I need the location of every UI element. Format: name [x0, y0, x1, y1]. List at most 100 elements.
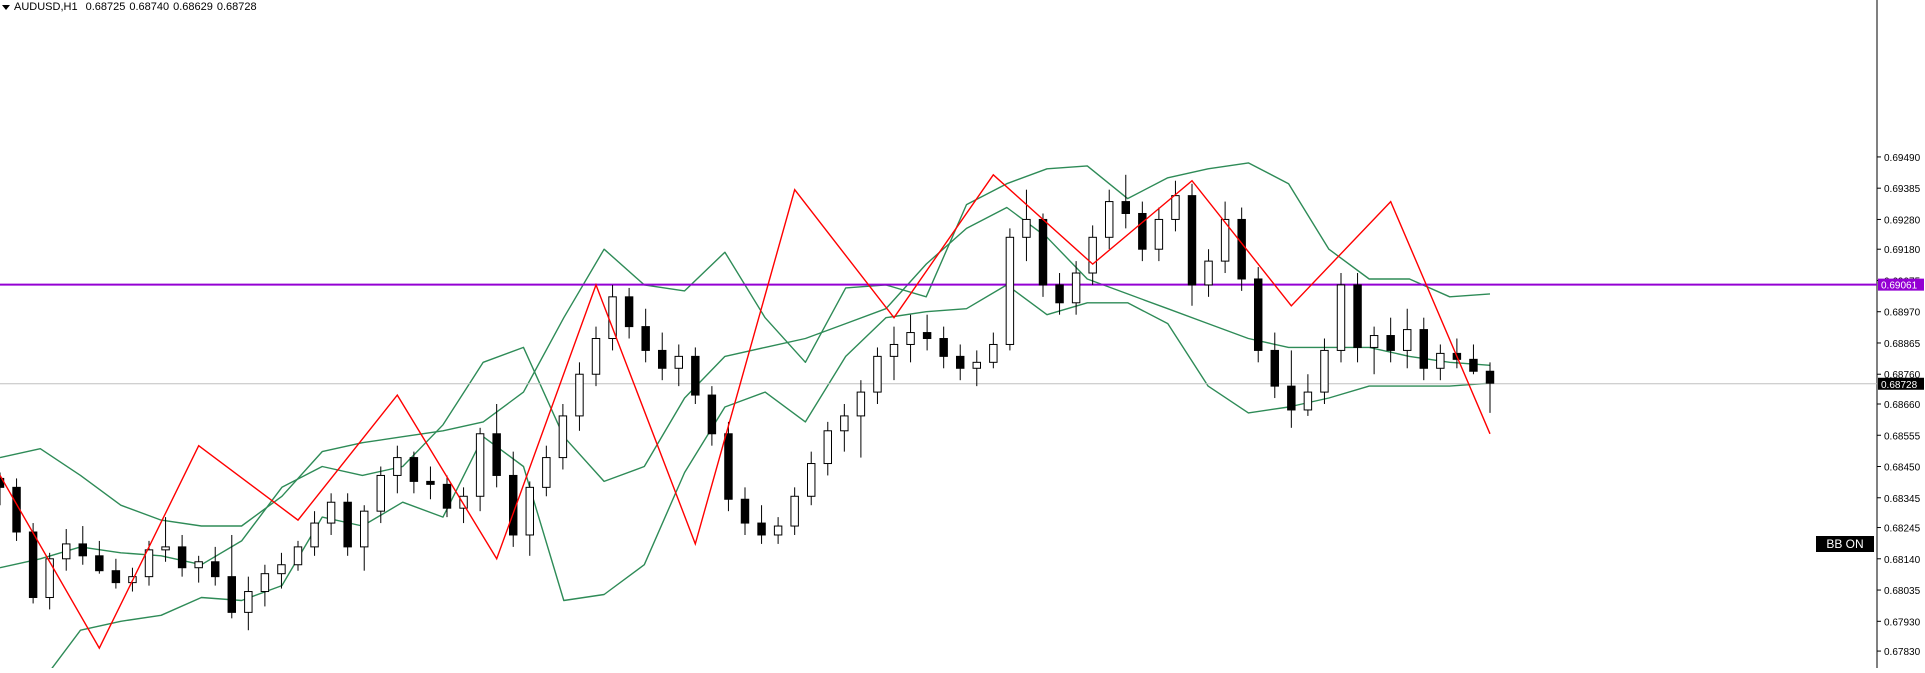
- candle: [28, 523, 38, 604]
- candle-body: [343, 501, 352, 548]
- candle: [856, 380, 866, 458]
- candle: [674, 344, 684, 387]
- y-tick-label: 0.68140: [1884, 555, 1921, 566]
- candle-body: [1369, 335, 1379, 348]
- candle: [359, 505, 369, 571]
- candle: [840, 404, 849, 452]
- candle-body: [1138, 212, 1147, 250]
- candle-body: [1220, 218, 1230, 262]
- candle: [591, 326, 601, 387]
- candle-body: [45, 558, 54, 598]
- candle-body: [376, 474, 386, 512]
- candle: [657, 332, 667, 381]
- bollinger-middle-band: [0, 206, 1491, 569]
- candle-body: [442, 483, 452, 509]
- candle-body: [922, 332, 932, 340]
- candle-body: [624, 296, 634, 328]
- candle-body: [757, 522, 766, 536]
- candle: [492, 404, 501, 488]
- candle: [1237, 207, 1246, 291]
- candle: [1055, 273, 1064, 315]
- candle-body: [1171, 195, 1180, 220]
- candle: [989, 332, 998, 369]
- resistance-price-tag-label: 0.69061: [1881, 281, 1918, 292]
- price-tags: 0.69061 0.68728: [1878, 278, 1924, 391]
- candle-body: [823, 430, 833, 465]
- candle-body: [1104, 201, 1114, 238]
- candle-body: [1320, 349, 1329, 393]
- candle-body: [1270, 349, 1280, 387]
- candle: [210, 546, 220, 586]
- candle-body: [359, 510, 369, 548]
- candle: [310, 511, 319, 556]
- candle: [293, 540, 303, 571]
- candle-body: [707, 394, 717, 435]
- candle: [1187, 183, 1197, 306]
- candle: [1138, 201, 1147, 262]
- dropdown-triangle-icon[interactable]: [2, 4, 10, 10]
- candle: [227, 534, 237, 619]
- candle-body: [1038, 218, 1048, 286]
- y-tick-label: 0.68245: [1884, 524, 1921, 535]
- candle: [1402, 308, 1412, 369]
- candle: [277, 552, 286, 589]
- candle: [707, 386, 717, 446]
- candle: [1419, 317, 1429, 381]
- candle: [906, 314, 915, 363]
- candle: [1204, 249, 1213, 297]
- candle: [376, 466, 386, 524]
- candle-body: [326, 501, 336, 524]
- candle-body: [1253, 278, 1263, 351]
- candle-body: [475, 433, 485, 497]
- bb-on-badge[interactable]: BB ON: [1816, 536, 1874, 552]
- candle-body: [1436, 352, 1445, 369]
- candle: [740, 487, 750, 535]
- candle-body: [691, 355, 700, 396]
- low-price: 0.68629: [173, 1, 213, 13]
- y-tick-label: 0.69490: [1884, 153, 1921, 164]
- candle: [873, 347, 882, 404]
- candle: [1336, 273, 1346, 363]
- candle-body: [1287, 385, 1296, 411]
- y-tick-label: 0.68970: [1884, 308, 1921, 319]
- symbol-label: AUDUSD,H1: [14, 1, 78, 13]
- candle-body: [1055, 284, 1064, 304]
- candle-body: [790, 495, 799, 527]
- candle-body: [641, 326, 650, 351]
- candle: [1287, 350, 1296, 428]
- candle: [194, 555, 203, 583]
- candle-body: [674, 355, 684, 369]
- candle-body: [144, 549, 154, 578]
- candle-body: [575, 373, 584, 417]
- candle-body: [1154, 218, 1164, 250]
- candle: [1253, 267, 1263, 363]
- candle: [1154, 207, 1164, 262]
- candle: [1171, 180, 1180, 232]
- candle-body: [773, 525, 783, 536]
- candle: [1320, 338, 1329, 404]
- candle: [542, 445, 551, 497]
- candle: [1386, 317, 1395, 363]
- candle: [641, 308, 650, 363]
- candle: [1121, 174, 1131, 229]
- candle-body: [591, 338, 601, 375]
- candle: [1038, 213, 1048, 297]
- candle-body: [525, 486, 535, 536]
- candle-body: [955, 355, 965, 369]
- candle: [922, 314, 932, 351]
- candle-body: [194, 561, 203, 569]
- y-tick-label: 0.69385: [1884, 184, 1921, 195]
- candle: [508, 451, 518, 547]
- candle: [177, 534, 187, 577]
- candle: [409, 451, 419, 494]
- zigzag-indicator: [0, 173, 1491, 650]
- candle-body: [260, 573, 270, 593]
- candle-body: [1237, 218, 1246, 280]
- candle: [955, 344, 965, 381]
- candle: [790, 487, 799, 535]
- y-tick-label: 0.68760: [1884, 370, 1921, 381]
- candle: [343, 493, 352, 556]
- candle-body: [558, 415, 568, 459]
- y-tick-label: 0.68345: [1884, 494, 1921, 505]
